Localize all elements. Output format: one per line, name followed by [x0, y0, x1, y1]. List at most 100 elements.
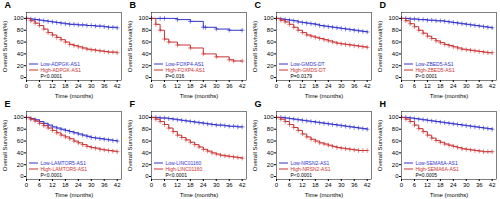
- svg-text:24: 24: [75, 182, 82, 188]
- svg-text:P<0.0001: P<0.0001: [291, 172, 313, 178]
- svg-text:100: 100: [263, 15, 274, 21]
- svg-text:12: 12: [174, 182, 181, 188]
- svg-text:0: 0: [25, 83, 29, 89]
- svg-text:36: 36: [226, 182, 233, 188]
- svg-text:42: 42: [114, 83, 121, 89]
- svg-text:20: 20: [142, 162, 149, 168]
- svg-text:80: 80: [142, 126, 149, 132]
- svg-text:18: 18: [62, 182, 69, 188]
- svg-text:100: 100: [388, 114, 399, 120]
- svg-text:100: 100: [263, 114, 274, 120]
- svg-text:12: 12: [424, 182, 431, 188]
- svg-text:Overall Survival(%): Overall Survival(%): [127, 21, 133, 72]
- svg-text:60: 60: [267, 39, 274, 45]
- svg-text:Time (months): Time (months): [305, 93, 343, 99]
- svg-text:12: 12: [299, 83, 306, 89]
- svg-text:P<0.0001: P<0.0001: [41, 172, 63, 178]
- svg-text:40: 40: [267, 150, 274, 156]
- svg-text:18: 18: [437, 83, 444, 89]
- svg-text:42: 42: [239, 83, 246, 89]
- svg-text:C: C: [255, 0, 262, 10]
- svg-text:40: 40: [142, 51, 149, 57]
- svg-text:40: 40: [142, 150, 149, 156]
- svg-text:60: 60: [267, 138, 274, 144]
- svg-text:Time (months): Time (months): [55, 192, 93, 198]
- svg-text:D: D: [380, 0, 387, 10]
- svg-text:24: 24: [325, 182, 332, 188]
- svg-text:Overall Survival(%): Overall Survival(%): [2, 21, 8, 72]
- svg-text:Time (months): Time (months): [180, 93, 218, 99]
- svg-text:0: 0: [395, 173, 399, 179]
- svg-text:24: 24: [200, 83, 207, 89]
- svg-text:12: 12: [49, 182, 56, 188]
- svg-text:12: 12: [299, 182, 306, 188]
- svg-text:P<0.0001: P<0.0001: [416, 73, 438, 79]
- svg-text:60: 60: [17, 39, 24, 45]
- svg-text:42: 42: [489, 182, 496, 188]
- svg-text:0: 0: [25, 182, 29, 188]
- svg-text:36: 36: [351, 182, 358, 188]
- svg-text:24: 24: [200, 182, 207, 188]
- svg-text:100: 100: [138, 114, 149, 120]
- svg-text:Overall Survival(%): Overall Survival(%): [2, 120, 8, 171]
- svg-text:60: 60: [392, 39, 399, 45]
- svg-text:42: 42: [239, 182, 246, 188]
- svg-text:80: 80: [142, 27, 149, 33]
- svg-text:12: 12: [49, 83, 56, 89]
- svg-text:Overall Survival(%): Overall Survival(%): [377, 21, 383, 72]
- svg-text:18: 18: [187, 182, 194, 188]
- svg-text:36: 36: [101, 83, 108, 89]
- svg-text:18: 18: [187, 83, 194, 89]
- svg-text:18: 18: [437, 182, 444, 188]
- svg-text:12: 12: [174, 83, 181, 89]
- svg-text:24: 24: [450, 182, 457, 188]
- svg-text:A: A: [5, 0, 12, 10]
- svg-text:40: 40: [17, 51, 24, 57]
- svg-text:18: 18: [312, 83, 319, 89]
- svg-text:0: 0: [275, 182, 279, 188]
- svg-text:30: 30: [213, 83, 220, 89]
- svg-text:6: 6: [413, 83, 417, 89]
- svg-text:6: 6: [38, 83, 42, 89]
- svg-text:0: 0: [150, 182, 154, 188]
- svg-text:12: 12: [424, 83, 431, 89]
- svg-text:6: 6: [163, 83, 167, 89]
- svg-text:Time (months): Time (months): [430, 93, 468, 99]
- svg-text:20: 20: [17, 162, 24, 168]
- svg-text:100: 100: [13, 15, 24, 21]
- svg-text:P=0.0005: P=0.0005: [416, 172, 438, 178]
- svg-text:30: 30: [338, 182, 345, 188]
- svg-text:30: 30: [88, 83, 95, 89]
- svg-text:60: 60: [142, 39, 149, 45]
- svg-text:40: 40: [392, 51, 399, 57]
- svg-text:Overall Survival(%): Overall Survival(%): [377, 120, 383, 171]
- svg-text:6: 6: [413, 182, 417, 188]
- svg-text:42: 42: [114, 182, 121, 188]
- svg-text:6: 6: [38, 182, 42, 188]
- svg-text:0: 0: [20, 74, 24, 80]
- svg-text:Time (months): Time (months): [180, 192, 218, 198]
- svg-text:6: 6: [163, 182, 167, 188]
- svg-text:30: 30: [463, 83, 470, 89]
- svg-text:30: 30: [213, 182, 220, 188]
- svg-text:Overall Survival(%): Overall Survival(%): [252, 120, 258, 171]
- svg-text:36: 36: [226, 83, 233, 89]
- svg-text:P<0.0001: P<0.0001: [166, 172, 188, 178]
- svg-text:20: 20: [392, 162, 399, 168]
- svg-text:20: 20: [267, 63, 274, 69]
- svg-text:36: 36: [476, 182, 483, 188]
- svg-text:24: 24: [450, 83, 457, 89]
- svg-text:0: 0: [145, 173, 149, 179]
- svg-text:Time (months): Time (months): [430, 192, 468, 198]
- svg-text:20: 20: [267, 162, 274, 168]
- svg-text:0: 0: [270, 173, 274, 179]
- svg-text:80: 80: [267, 27, 274, 33]
- svg-text:18: 18: [62, 83, 69, 89]
- svg-text:0: 0: [395, 74, 399, 80]
- svg-text:0: 0: [150, 83, 154, 89]
- svg-text:0: 0: [270, 74, 274, 80]
- svg-text:24: 24: [325, 83, 332, 89]
- svg-text:30: 30: [338, 83, 345, 89]
- svg-text:100: 100: [388, 15, 399, 21]
- svg-text:80: 80: [267, 126, 274, 132]
